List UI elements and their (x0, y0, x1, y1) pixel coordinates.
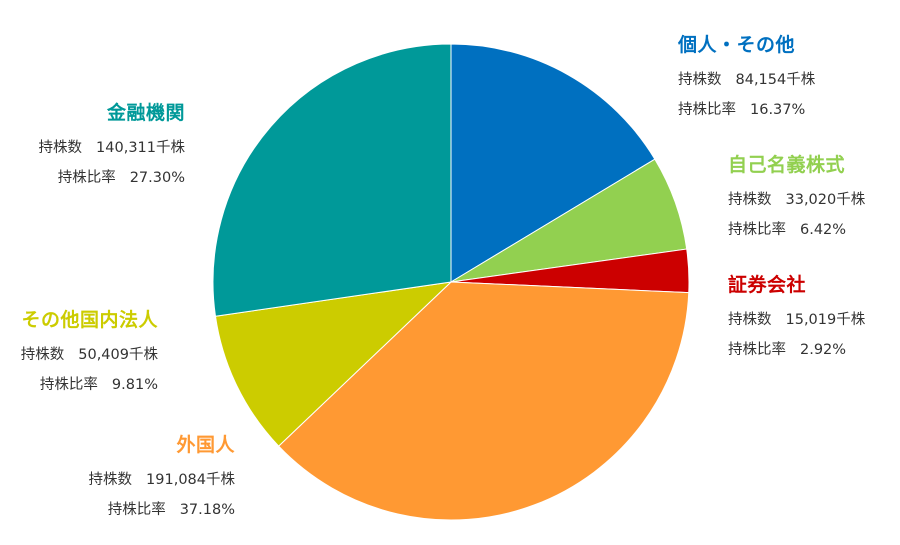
callout-foreigners: 外国人 持株数 191,084千株 持株比率 37.18% (89, 430, 235, 525)
callout-shares-row: 持株数 33,020千株 (728, 185, 865, 215)
pie-slice-3 (277, 281, 690, 521)
ratio-value: 2.92% (800, 342, 847, 358)
shares-value: 50,409千株 (78, 347, 158, 363)
callout-ratio-row: 持株比率 6.42% (728, 215, 865, 245)
callout-ratio-row: 持株比率 9.81% (21, 370, 158, 400)
callout-shares-row: 持株数 15,019千株 (728, 305, 865, 335)
ratio-label: 持株比率 (39, 377, 98, 393)
ratio-value: 6.42% (800, 222, 847, 238)
shares-label: 持株数 (728, 312, 772, 328)
ratio-label: 持株比率 (107, 502, 166, 518)
callout-name: 外国人 (176, 434, 235, 456)
callout-name: 証券会社 (728, 274, 807, 296)
pie-slice-4 (214, 281, 453, 447)
ratio-value: 9.81% (111, 377, 158, 393)
shares-label: 持株数 (38, 140, 83, 156)
shares-value: 191,084千株 (146, 472, 235, 488)
shares-label: 持株数 (678, 72, 722, 88)
shares-value: 15,019千株 (785, 312, 866, 328)
callout-financial-institutions: 金融機関 持株数 140,311千株 持株比率 27.30% (39, 98, 185, 193)
callout-treasury-stock: 自己名義株式 持株数 33,020千株 持株比率 6.42% (728, 150, 865, 245)
ratio-label: 持株比率 (728, 342, 786, 358)
callout-name: その他国内法人 (21, 309, 158, 331)
callout-shares-row: 持株数 140,311千株 (39, 133, 185, 163)
callout-name: 個人・その他 (678, 34, 796, 56)
shares-value: 140,311千株 (96, 140, 185, 156)
callout-name: 金融機関 (106, 102, 185, 124)
callout-ratio-row: 持株比率 16.37% (678, 95, 815, 125)
callout-shares-row: 持株数 84,154千株 (678, 65, 815, 95)
callout-domestic-corporations: その他国内法人 持株数 50,409千株 持株比率 9.81% (21, 305, 158, 400)
ratio-value: 16.37% (750, 102, 806, 118)
shares-label: 持株数 (20, 347, 65, 363)
shares-value: 33,020千株 (785, 192, 866, 208)
ratio-label: 持株比率 (678, 102, 736, 118)
callout-shares-row: 持株数 50,409千株 (21, 340, 158, 370)
pie-slice-5 (212, 43, 452, 317)
ratio-value: 37.18% (179, 502, 235, 518)
callout-name: 自己名義株式 (728, 154, 846, 176)
callout-securities-firms: 証券会社 持株数 15,019千株 持株比率 2.92% (728, 270, 865, 365)
callout-individuals: 個人・その他 持株数 84,154千株 持株比率 16.37% (678, 30, 815, 125)
ratio-label: 持株比率 (57, 170, 116, 186)
shares-value: 84,154千株 (735, 72, 816, 88)
ratio-value: 27.30% (129, 170, 185, 186)
pie-slice-0 (450, 43, 656, 283)
shares-label: 持株数 (728, 192, 772, 208)
ratio-label: 持株比率 (728, 222, 786, 238)
callout-shares-row: 持株数 191,084千株 (89, 465, 235, 495)
callout-ratio-row: 持株比率 2.92% (728, 335, 865, 365)
callout-ratio-row: 持株比率 27.30% (39, 163, 185, 193)
shares-label: 持株数 (88, 472, 133, 488)
callout-ratio-row: 持株比率 37.18% (89, 495, 235, 525)
